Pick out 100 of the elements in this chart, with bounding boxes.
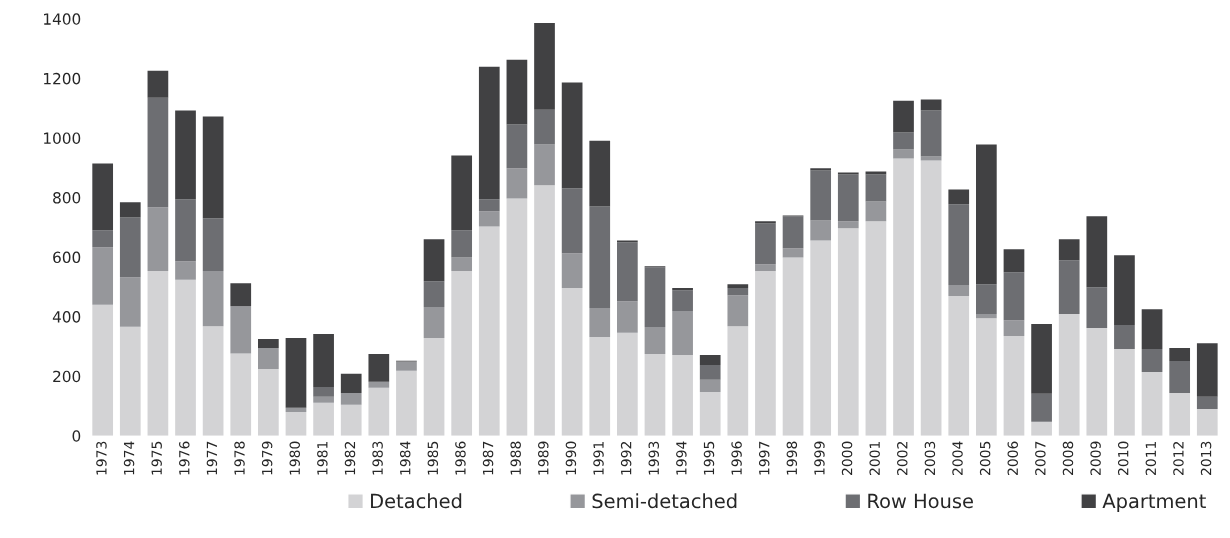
x-tick-label: 2008 bbox=[1062, 441, 1074, 475]
bar bbox=[699, 364, 721, 380]
bar bbox=[837, 228, 859, 436]
legend-label: Row House bbox=[868, 493, 973, 509]
bar bbox=[423, 338, 445, 436]
x-tick-label: 2000 bbox=[841, 441, 853, 475]
bar bbox=[1196, 408, 1218, 436]
bar bbox=[313, 402, 334, 436]
bar bbox=[313, 396, 334, 403]
x-tick-label: 1981 bbox=[317, 441, 328, 475]
bar bbox=[589, 206, 611, 309]
bar bbox=[340, 373, 362, 393]
bar bbox=[1141, 372, 1163, 436]
bar bbox=[920, 156, 942, 161]
bar bbox=[1086, 216, 1108, 288]
x-tick-label: 1976 bbox=[179, 441, 190, 475]
bar bbox=[285, 407, 307, 412]
bar bbox=[699, 379, 721, 392]
bar bbox=[230, 306, 252, 354]
bar bbox=[589, 308, 611, 337]
bar bbox=[672, 310, 693, 356]
bar bbox=[119, 217, 141, 278]
bar bbox=[478, 66, 500, 200]
x-tick-label: 1979 bbox=[261, 441, 273, 475]
bar bbox=[699, 392, 721, 436]
x-tick-label: 2010 bbox=[1117, 441, 1129, 475]
bar bbox=[976, 284, 997, 314]
bar bbox=[727, 326, 749, 436]
x-tick-label: 1980 bbox=[289, 441, 301, 475]
bar bbox=[451, 155, 473, 231]
bar bbox=[644, 267, 666, 328]
bar bbox=[147, 70, 169, 98]
x-tick-label: 2009 bbox=[1090, 441, 1101, 475]
x-tick-label: 2004 bbox=[952, 441, 963, 475]
bar bbox=[1086, 287, 1108, 328]
bar bbox=[285, 411, 307, 436]
bar bbox=[810, 170, 832, 221]
bar bbox=[1169, 392, 1191, 436]
bar bbox=[865, 201, 887, 222]
x-tick-label: 1985 bbox=[427, 441, 439, 475]
bar bbox=[893, 149, 914, 159]
bar bbox=[837, 221, 859, 229]
bar bbox=[976, 318, 997, 436]
x-tick-label: 1994 bbox=[676, 441, 687, 475]
y-tick-label: 400 bbox=[52, 311, 81, 323]
bar bbox=[589, 140, 611, 207]
bar bbox=[202, 326, 224, 436]
legend-label: Detached bbox=[371, 493, 462, 509]
y-tick-label: 1200 bbox=[44, 72, 81, 85]
bar bbox=[368, 387, 390, 436]
bar bbox=[506, 168, 528, 199]
bar bbox=[617, 242, 638, 302]
bar bbox=[506, 59, 528, 125]
bar bbox=[1169, 347, 1191, 362]
bar bbox=[672, 290, 693, 311]
bar bbox=[893, 132, 914, 150]
bar bbox=[396, 361, 417, 371]
bar bbox=[368, 381, 390, 388]
bar bbox=[561, 188, 583, 254]
legend-label: Semi-detached bbox=[592, 493, 737, 509]
bar bbox=[782, 248, 804, 258]
bar bbox=[478, 199, 500, 212]
bar bbox=[1058, 260, 1080, 314]
bar bbox=[534, 185, 555, 436]
x-tick-label: 1999 bbox=[814, 441, 825, 475]
bar bbox=[423, 239, 445, 282]
bar bbox=[506, 198, 528, 436]
x-tick-label: 1990 bbox=[565, 441, 577, 475]
bar bbox=[948, 296, 970, 436]
bar bbox=[340, 392, 362, 405]
x-tick-label: 1978 bbox=[234, 441, 245, 475]
bar bbox=[920, 99, 942, 111]
bar bbox=[976, 144, 997, 285]
bar bbox=[92, 163, 114, 231]
x-tick-label: 2003 bbox=[924, 441, 936, 475]
bar bbox=[534, 144, 555, 186]
bar bbox=[617, 301, 638, 333]
bar bbox=[534, 23, 555, 110]
bar bbox=[1058, 239, 1080, 261]
bar bbox=[1114, 349, 1135, 436]
bar bbox=[837, 172, 859, 175]
y-tick-label: 1400 bbox=[44, 13, 81, 25]
bar bbox=[644, 353, 666, 436]
bar bbox=[175, 110, 196, 200]
bar bbox=[1003, 249, 1025, 273]
bar bbox=[948, 285, 970, 297]
bar bbox=[175, 261, 196, 280]
bar bbox=[561, 253, 583, 289]
x-tick-label: 1996 bbox=[731, 441, 742, 475]
bar bbox=[976, 313, 997, 319]
bar bbox=[423, 307, 445, 339]
bar bbox=[92, 230, 114, 248]
bar bbox=[1114, 255, 1135, 325]
bar bbox=[617, 332, 638, 436]
bar bbox=[727, 288, 749, 296]
bar bbox=[119, 202, 141, 218]
x-tick-label: 1991 bbox=[593, 441, 604, 475]
bar bbox=[727, 295, 749, 327]
bar bbox=[1031, 324, 1052, 394]
bar bbox=[175, 199, 196, 262]
